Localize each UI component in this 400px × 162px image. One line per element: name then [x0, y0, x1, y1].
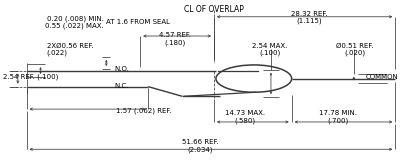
Text: N.O.: N.O.: [114, 66, 129, 72]
Text: CL OF OVERLAP: CL OF OVERLAP: [184, 5, 244, 14]
Text: 2.54 REF. (.100): 2.54 REF. (.100): [3, 74, 58, 80]
Text: 1.57 (.062) REF.: 1.57 (.062) REF.: [116, 107, 172, 114]
Text: 17.78 MIN.
(.700): 17.78 MIN. (.700): [318, 110, 356, 124]
Text: 4.57 REF.
(.180): 4.57 REF. (.180): [159, 33, 191, 46]
Text: 51.66 REF.
(2.034): 51.66 REF. (2.034): [182, 139, 218, 153]
Text: 28.32 REF.
(1.115): 28.32 REF. (1.115): [290, 11, 327, 24]
Text: AT 1.6 FROM SEAL: AT 1.6 FROM SEAL: [106, 19, 170, 25]
Text: N.C.: N.C.: [114, 83, 129, 89]
Text: COMMON: COMMON: [365, 74, 398, 80]
Text: 2XØ0.56 REF.
(.022): 2XØ0.56 REF. (.022): [46, 43, 93, 56]
Text: 0.20 (.008) MIN.
0.55 (.022) MAX.: 0.20 (.008) MIN. 0.55 (.022) MAX.: [45, 15, 104, 29]
Text: Ø0.51 REF.
(.020): Ø0.51 REF. (.020): [336, 43, 374, 56]
Text: 14.73 MAX.
(.580): 14.73 MAX. (.580): [225, 110, 265, 124]
Text: 2.54 MAX.
(.100): 2.54 MAX. (.100): [252, 43, 288, 56]
